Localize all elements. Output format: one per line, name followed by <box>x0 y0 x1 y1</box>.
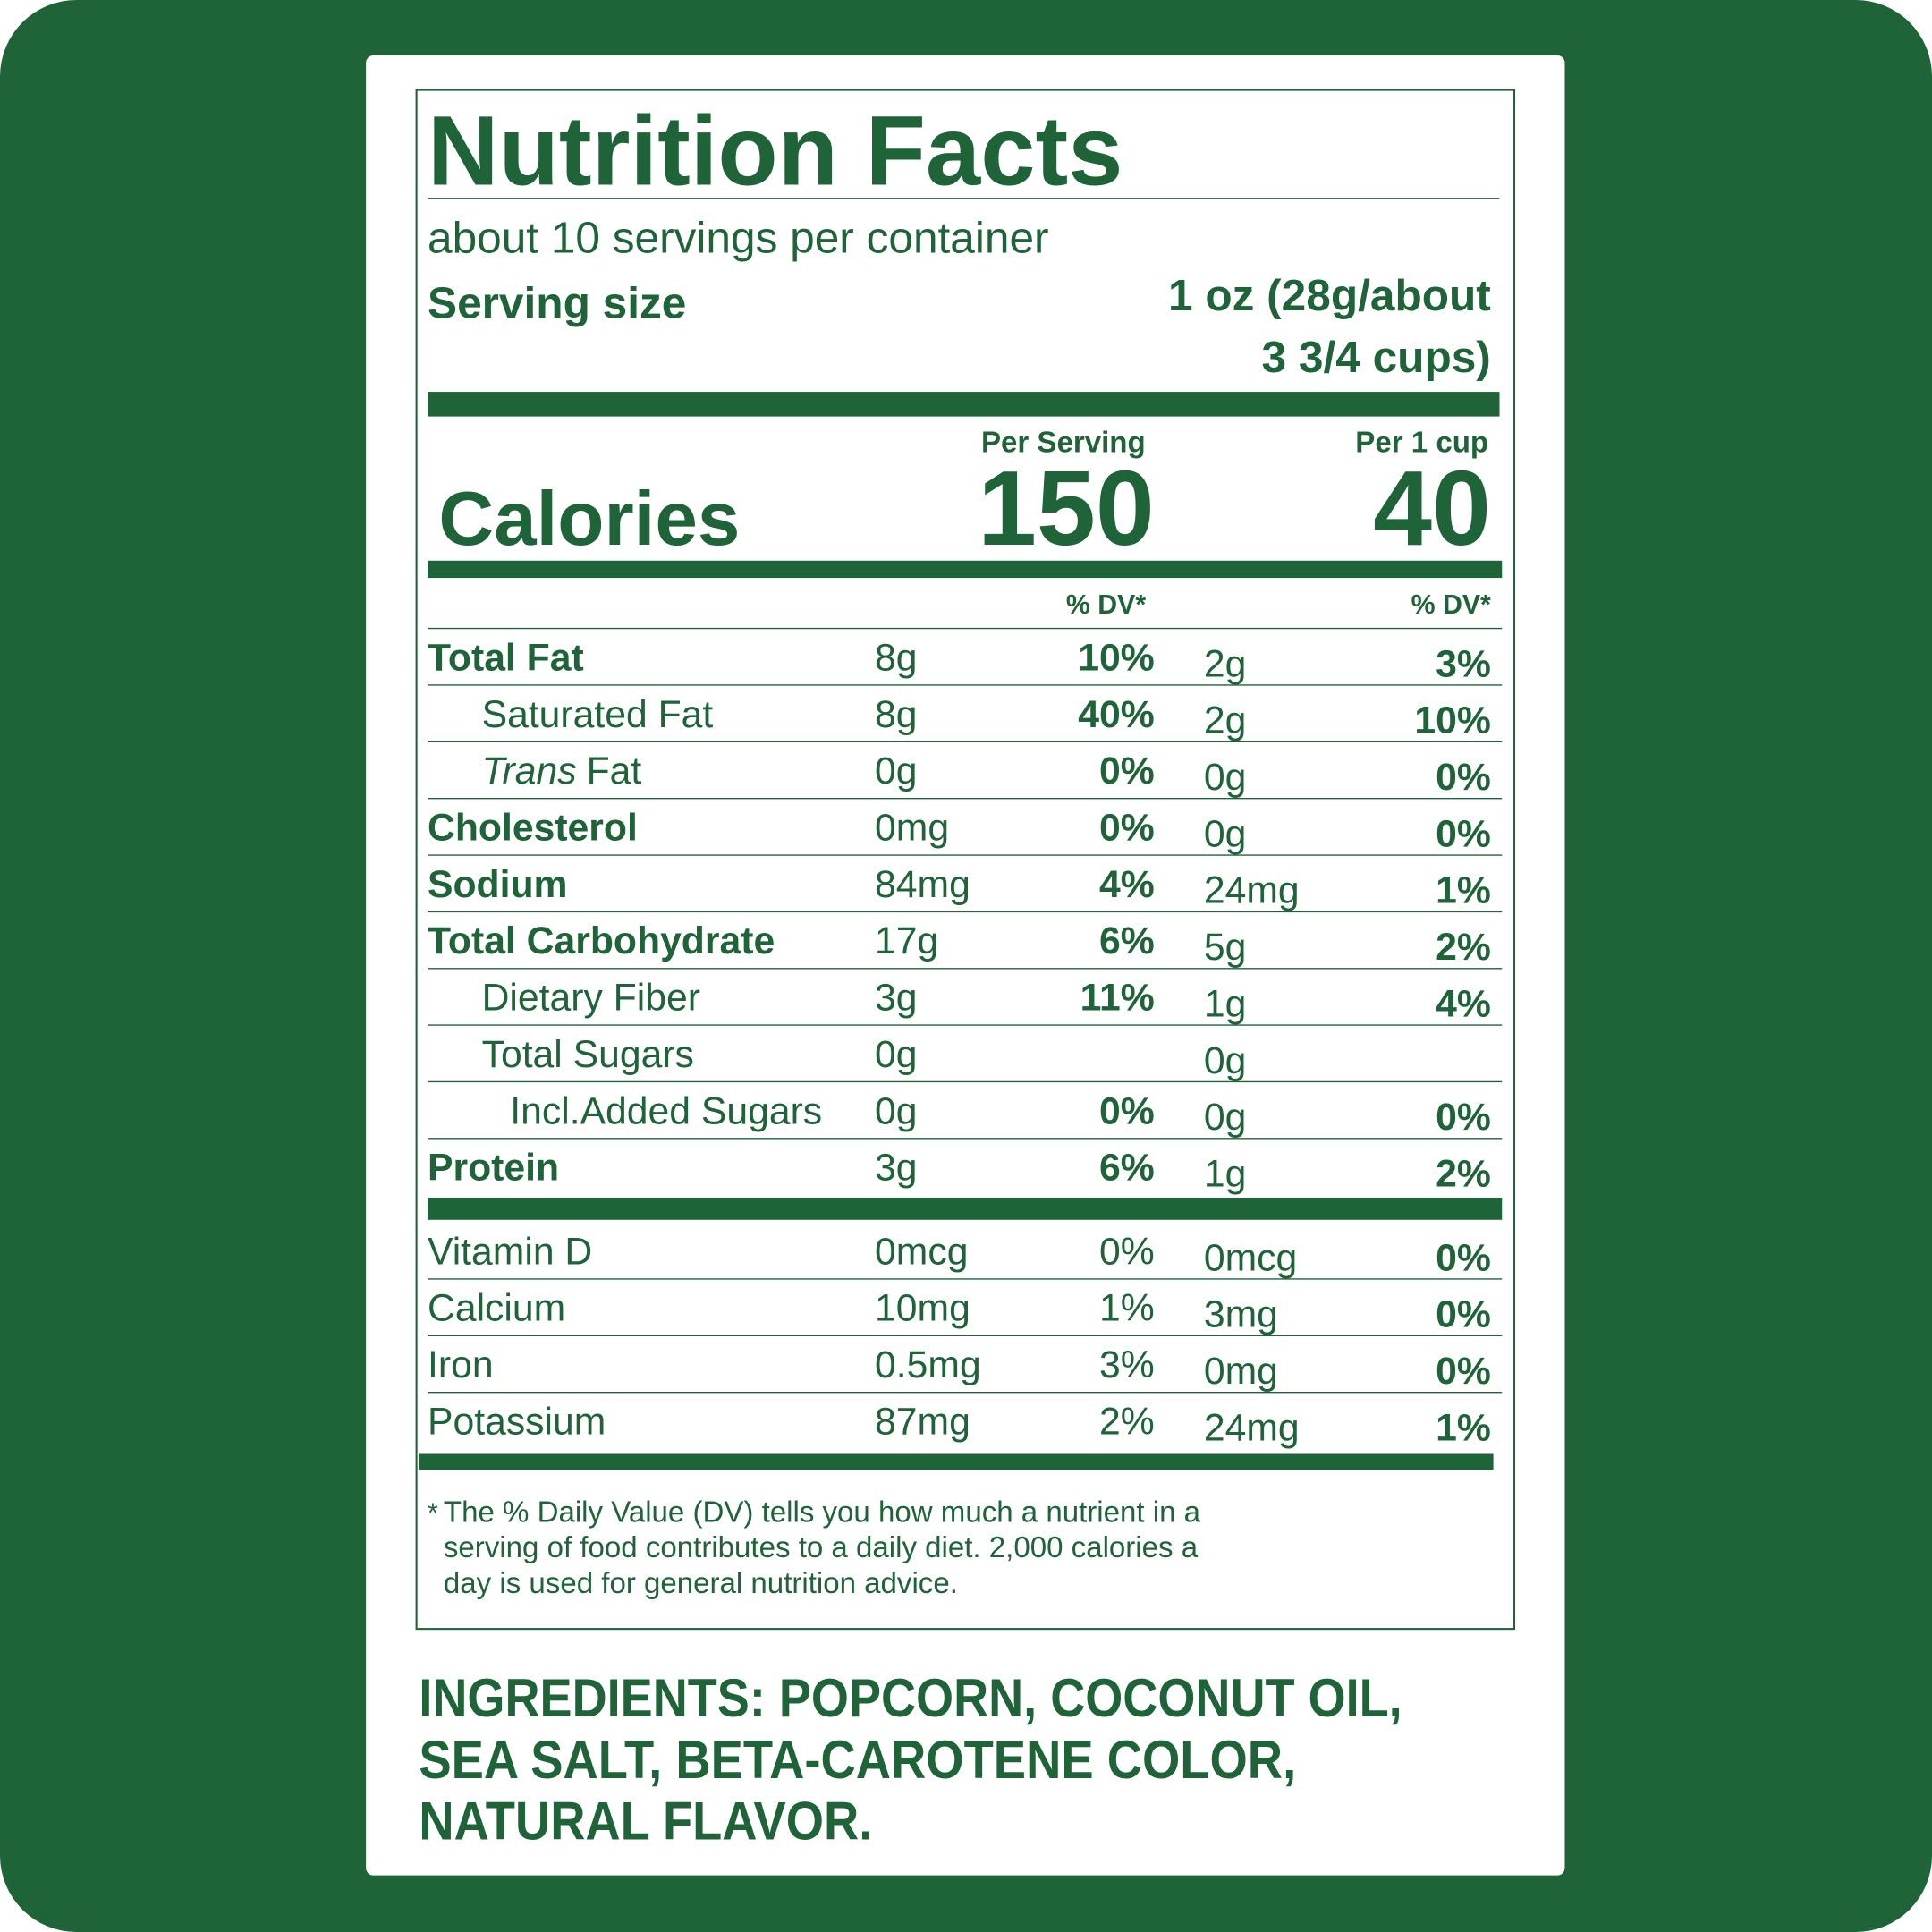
serving-size-value: 1 oz (28g/about <box>1168 270 1491 320</box>
title: Nutrition Facts <box>428 97 1123 207</box>
column-header: Per 1 cup <box>1355 427 1488 460</box>
calories-label: Calories <box>438 477 740 562</box>
amount: 2g <box>1204 699 1246 742</box>
daily-value: 0% <box>1436 756 1491 799</box>
daily-value: 0% <box>1436 1096 1491 1139</box>
nutrient-name: Trans Fat <box>482 750 642 792</box>
daily-value: 6% <box>1099 919 1155 962</box>
amount: 0mcg <box>1204 1236 1297 1279</box>
daily-value: 3% <box>1436 642 1491 685</box>
nutrient-name: Vitamin D <box>428 1230 592 1273</box>
amount: 0g <box>1204 812 1246 855</box>
amount: 0g <box>1204 1039 1246 1082</box>
daily-value: 0% <box>1099 750 1155 792</box>
amount: 0g <box>875 1033 917 1076</box>
daily-value: 1% <box>1436 1406 1491 1449</box>
nutrient-name: Dietary Fiber <box>482 977 700 1020</box>
daily-value: 6% <box>1099 1147 1155 1190</box>
amount: 87mg <box>875 1400 970 1443</box>
amount: 3mg <box>1204 1293 1278 1336</box>
daily-value: 4% <box>1099 863 1155 906</box>
nutrient-name: Cholesterol <box>428 806 638 849</box>
amount: 8g <box>875 636 917 679</box>
nutrient-name: Total Fat <box>428 636 584 679</box>
dv-header: % DV* <box>1411 590 1491 620</box>
amount: 1g <box>1204 982 1246 1025</box>
daily-value: 40% <box>1078 693 1154 736</box>
amount: 10mg <box>875 1287 970 1330</box>
daily-value: 2% <box>1436 926 1491 969</box>
calories-value: 150 <box>978 450 1155 568</box>
nutrient-name: Total Carbohydrate <box>428 919 775 962</box>
daily-value: 0% <box>1099 1089 1155 1132</box>
dv-header: % DV* <box>1066 590 1146 620</box>
daily-value: 1% <box>1099 1287 1155 1330</box>
amount: 0mcg <box>875 1230 968 1273</box>
amount: 1g <box>1204 1153 1246 1196</box>
nutrient-name: Total Sugars <box>482 1033 694 1076</box>
nutrient-name: Sodium <box>428 863 568 906</box>
nutrient-name: Saturated Fat <box>482 693 714 736</box>
amount: 0g <box>1204 1096 1246 1139</box>
amount: 0mg <box>875 806 949 849</box>
amount: 5g <box>1204 926 1246 969</box>
nutrient-name: Iron <box>428 1343 494 1386</box>
nutrient-name: Potassium <box>428 1400 606 1443</box>
nutrient-name: Incl.Added Sugars <box>510 1089 822 1132</box>
calories-value: 40 <box>1373 450 1491 568</box>
daily-value: 0% <box>1436 1293 1491 1336</box>
serving-size-label: Serving size <box>428 277 686 327</box>
thick-bar <box>428 560 1503 579</box>
ingredients: NATURAL FLAVOR. <box>419 1791 872 1852</box>
amount: 0g <box>875 750 917 792</box>
thick-bar <box>428 1197 1503 1220</box>
amount: 0g <box>1204 756 1246 799</box>
amount: 24mg <box>1204 869 1300 912</box>
nutrient-name: Calcium <box>428 1287 565 1330</box>
amount: 0g <box>875 1089 917 1132</box>
serving-size-value: 3 3/4 cups) <box>1262 332 1491 382</box>
amount: 24mg <box>1204 1406 1300 1449</box>
thick-bar <box>419 1453 1494 1470</box>
nutrient-name-rest: Fat <box>587 750 642 792</box>
amount: 0.5mg <box>875 1343 981 1386</box>
daily-value: 0% <box>1099 1230 1155 1273</box>
daily-value: 0% <box>1436 1350 1491 1393</box>
daily-value: 0% <box>1099 806 1155 849</box>
daily-value: 2% <box>1099 1400 1155 1443</box>
daily-value: 0% <box>1436 812 1491 855</box>
daily-value: 10% <box>1078 636 1154 679</box>
nutrient-table: Total Fat 8g 10% 2g 3% Saturated Fat 8g 40% 2g 10… <box>428 627 1503 1449</box>
amount: 0mg <box>1204 1350 1278 1393</box>
nutrient-name-italic: Trans <box>482 750 577 792</box>
servings: about 10 servings per container <box>428 212 1049 262</box>
ingredients: SEA SALT, BETA-CAROTENE COLOR, <box>419 1729 1296 1790</box>
footnote-mark: * <box>428 1498 438 1528</box>
footnote: The % Daily Value (DV) tells you how muc… <box>444 1496 1201 1529</box>
daily-value: 2% <box>1436 1153 1491 1196</box>
amount: 8g <box>875 693 917 736</box>
daily-value: 11% <box>1080 977 1155 1020</box>
nutrient-name: Protein <box>428 1147 559 1190</box>
daily-value: 0% <box>1436 1236 1491 1279</box>
amount: 2g <box>1204 642 1246 685</box>
amount: 3g <box>875 1147 917 1190</box>
amount: 3g <box>875 977 917 1020</box>
ingredients: INGREDIENTS: POPCORN, COCONUT OIL, <box>419 1667 1402 1728</box>
footnote: day is used for general nutrition advice… <box>444 1567 958 1600</box>
thick-bar <box>428 392 1500 417</box>
card <box>366 55 1565 1876</box>
footnote: serving of food contributes to a daily d… <box>444 1531 1199 1564</box>
amount: 84mg <box>875 863 970 906</box>
daily-value: 3% <box>1099 1343 1155 1386</box>
daily-value: 10% <box>1414 699 1490 742</box>
daily-value: 4% <box>1436 982 1491 1025</box>
amount: 17g <box>875 919 938 962</box>
column-header: Per Serving <box>981 427 1146 460</box>
label-border <box>415 89 1516 1631</box>
daily-value: 1% <box>1436 869 1491 912</box>
